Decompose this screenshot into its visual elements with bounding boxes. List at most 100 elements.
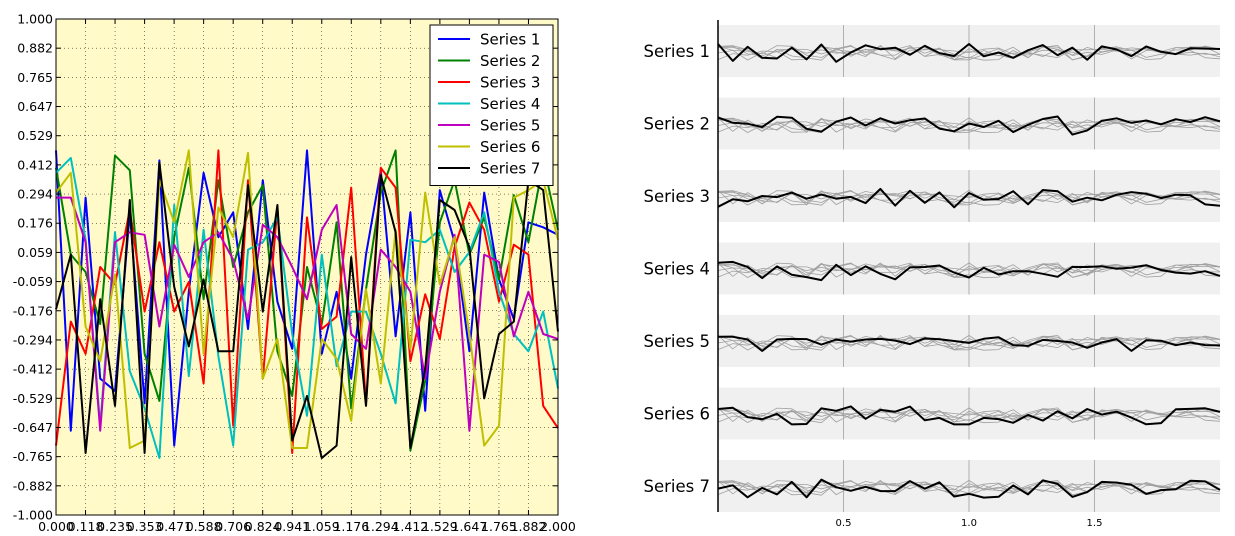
highlight-line-7	[717, 478, 1221, 499]
left-y-tick-label: -0.529	[13, 391, 53, 406]
highlight-line-6	[717, 405, 1221, 426]
highlight-line-5	[718, 335, 1221, 352]
small-multiple-row-2: Series 2	[644, 97, 1221, 150]
context-line	[717, 479, 1221, 496]
legend-label-4: Series 4	[480, 95, 540, 113]
left-x-tick-label: 1.294	[363, 519, 399, 534]
left-y-tick-label: 0.412	[17, 157, 53, 172]
row-label-4: Series 4	[644, 260, 710, 279]
series-line-3	[55, 149, 559, 454]
left-y-tick-label: -0.294	[13, 332, 53, 347]
row-label-1: Series 1	[644, 42, 710, 61]
left-y-tick-label: 0.529	[17, 128, 53, 143]
series-line-2	[55, 149, 559, 452]
small-multiple-row-5: Series 5	[644, 315, 1221, 367]
left-plot-frame	[55, 18, 559, 516]
left-x-tick-label: 2.000	[540, 519, 576, 534]
context-line	[717, 190, 1221, 206]
left-y-tick-label: 0.647	[17, 99, 53, 114]
small-multiple-row-7: Series 7	[644, 460, 1221, 512]
left-tick-marks	[55, 18, 559, 516]
right-small-multiples-chart: Series 1 Series 2 Series 3 Series 4 Series 5…	[644, 20, 1221, 529]
left-x-tick-label: 0.824	[245, 519, 281, 534]
context-line	[717, 189, 1221, 206]
left-line-chart: 1.000 0.882 0.765 0.647 0.529 0.412 0.294 0.176…	[13, 12, 576, 535]
right-x-tick-label: 0.5	[836, 518, 852, 529]
right-x-tick-label: 1.5	[1087, 518, 1103, 529]
left-y-tick-label: 0.882	[17, 41, 53, 56]
context-line	[717, 335, 1221, 351]
context-line	[717, 45, 1221, 61]
series-line-6	[55, 149, 559, 449]
left-y-tick-label: 0.059	[17, 245, 53, 260]
left-x-tick-label: 1.176	[333, 519, 369, 534]
left-x-tick-label: 1.765	[481, 519, 517, 534]
legend-label-3: Series 3	[480, 74, 540, 92]
left-y-tick-labels: 1.000 0.882 0.765 0.647 0.529 0.412 0.294 0.176…	[13, 12, 53, 523]
series-line-4	[55, 156, 559, 459]
context-line	[717, 263, 1221, 279]
series-line-7	[55, 161, 559, 459]
left-y-tick-label: 0.765	[17, 70, 53, 85]
right-x-tick-labels: 0.5 1.0 1.5	[836, 518, 1103, 529]
left-x-tick-labels: 0.0000.1180.2350.3530.4710.5880.7060.824…	[38, 519, 576, 534]
left-y-tick-label: -0.882	[13, 478, 53, 493]
left-y-tick-label: 1.000	[17, 12, 53, 27]
context-line	[717, 334, 1221, 351]
left-y-tick-label: -0.059	[13, 274, 53, 289]
small-multiple-row-1: Series 1	[644, 25, 1221, 77]
context-line	[717, 44, 1221, 61]
highlight-line-4	[717, 260, 1221, 282]
left-x-tick-label: 0.706	[215, 519, 251, 534]
left-y-tick-label: -0.765	[13, 449, 53, 464]
left-x-tick-label: 0.588	[186, 519, 222, 534]
small-multiple-row-3: Series 3	[644, 170, 1221, 222]
context-line	[717, 334, 1221, 351]
legend-label-7: Series 7	[480, 160, 540, 178]
left-x-tick-label: 1.412	[392, 519, 428, 534]
legend-box	[429, 24, 554, 186]
left-y-tick-label: 0.294	[17, 187, 53, 202]
context-line	[717, 117, 1221, 133]
highlight-line-2	[717, 115, 1221, 136]
row-label-7: Series 7	[644, 477, 710, 496]
left-y-tick-label: -0.412	[13, 362, 53, 377]
left-x-tick-label: 0.941	[274, 519, 310, 534]
left-x-tick-label: 0.000	[38, 519, 74, 534]
left-series-lines	[55, 149, 559, 459]
context-line	[717, 118, 1221, 134]
legend-label-5: Series 5	[480, 117, 540, 135]
left-x-tick-label: 0.471	[156, 519, 192, 534]
right-x-tick-label: 1.0	[961, 518, 977, 529]
context-line	[717, 190, 1221, 206]
row-label-3: Series 3	[644, 187, 710, 206]
left-y-tick-label: -1.000	[13, 508, 53, 523]
legend-label-2: Series 2	[480, 52, 540, 70]
legend: Series 1 Series 2 Series 3 Series 4 Series 5…	[429, 24, 554, 186]
left-y-tick-label: -0.647	[13, 420, 53, 435]
legend-label-6: Series 6	[480, 138, 540, 156]
right-rows: Series 1 Series 2 Series 3 Series 4 Series 5…	[644, 25, 1221, 512]
context-line	[717, 335, 1221, 351]
highlight-line-3	[717, 187, 1221, 209]
context-line	[717, 407, 1221, 424]
row-label-6: Series 6	[644, 405, 710, 424]
context-line	[717, 44, 1221, 61]
left-x-tick-label: 1.882	[511, 519, 547, 534]
left-y-tick-label: -0.176	[13, 303, 53, 318]
context-line	[718, 409, 1221, 422]
left-x-tick-label: 1.647	[452, 519, 488, 534]
context-line	[717, 408, 1221, 424]
row-label-5: Series 5	[644, 332, 710, 351]
legend-label-1: Series 1	[480, 31, 540, 49]
left-x-tick-label: 0.118	[68, 519, 104, 534]
left-x-tick-label: 0.235	[97, 519, 133, 534]
left-x-tick-label: 1.529	[422, 519, 458, 534]
row-label-2: Series 2	[644, 115, 710, 134]
left-y-tick-label: 0.176	[17, 216, 53, 231]
small-multiple-row-6: Series 6	[644, 387, 1221, 440]
left-x-tick-label: 1.059	[304, 519, 340, 534]
small-multiple-row-4: Series 4	[644, 242, 1221, 295]
highlight-line-1	[717, 43, 1221, 63]
